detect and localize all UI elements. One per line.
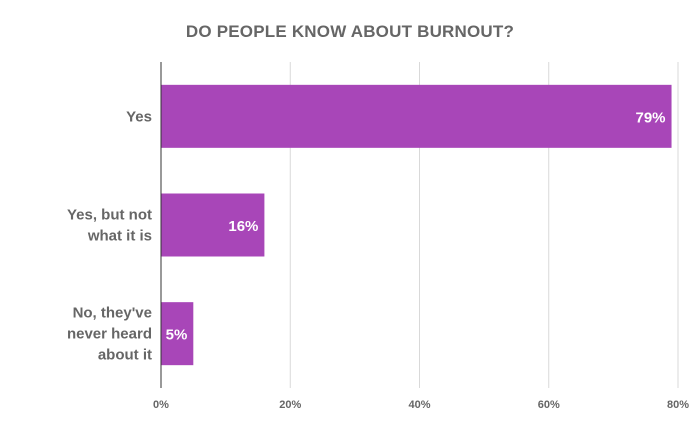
- bar-0: [161, 84, 672, 148]
- category-label-line: No, they've: [73, 305, 152, 322]
- x-tick-label-20: 20%: [279, 399, 301, 411]
- x-tick-label-60: 60%: [538, 399, 560, 411]
- category-label-0: Yes: [126, 108, 152, 125]
- x-tick-label-80: 80%: [667, 399, 689, 411]
- category-label-line: Yes, but not: [67, 207, 152, 224]
- category-label-line: what it is: [87, 228, 152, 245]
- category-label-line: about it: [98, 347, 152, 364]
- bar-2: [161, 302, 194, 366]
- bar-1: [161, 193, 265, 257]
- category-label-line: Yes: [126, 108, 152, 125]
- data-label-2: 5%: [166, 327, 188, 344]
- data-label-0: 79%: [636, 109, 666, 126]
- data-label-1: 16%: [228, 218, 258, 235]
- bars: [161, 84, 672, 366]
- chart-title: DO PEOPLE KNOW ABOUT BURNOUT?: [185, 22, 515, 41]
- labels: 79% Yes 16% Yes, but not what it is 5% No, the…: [67, 108, 689, 411]
- x-tick-label-0: 0%: [153, 399, 169, 411]
- category-label-2: No, they've never heard about it: [67, 305, 152, 364]
- category-label-line: never heard: [67, 326, 152, 343]
- x-tick-label-40: 40%: [408, 399, 430, 411]
- category-label-1: Yes, but not what it is: [67, 207, 152, 245]
